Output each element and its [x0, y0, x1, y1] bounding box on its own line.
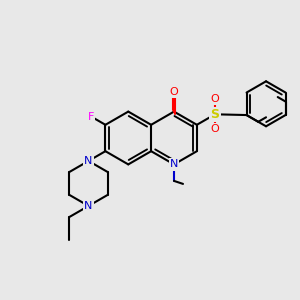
Text: S: S: [211, 108, 220, 121]
Text: F: F: [88, 112, 94, 122]
Text: O: O: [211, 124, 219, 134]
Text: N: N: [84, 156, 93, 166]
Text: N: N: [84, 201, 93, 211]
Text: O: O: [169, 87, 178, 97]
Text: O: O: [211, 94, 219, 104]
Text: N: N: [170, 159, 178, 170]
